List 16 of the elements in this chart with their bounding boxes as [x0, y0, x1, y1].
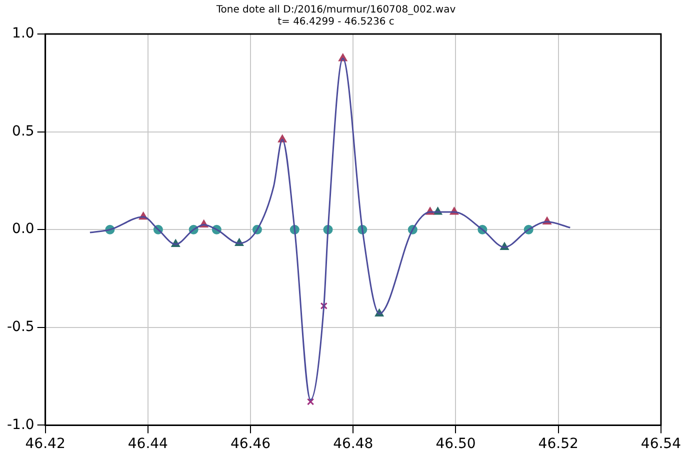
y-tick-label: -1.0 [6, 416, 34, 433]
x-tick-label: 46.46 [230, 436, 271, 452]
y-tick-label: -0.5 [6, 319, 34, 336]
y-tick-label: 0.0 [12, 221, 34, 238]
point [306, 398, 314, 406]
point [320, 302, 328, 310]
y-tick-label: 1.0 [12, 26, 34, 42]
chart-title: Tone dote all D:/2016/murmur/160708_002.wav [215, 4, 456, 16]
x-tick-label: 46.52 [538, 436, 578, 452]
x-tick-label: 46.50 [436, 436, 476, 452]
x-tick-label: 46.54 [640, 436, 682, 452]
y-tick-label: 0.5 [12, 123, 34, 140]
x-tick-label: 46.48 [333, 436, 374, 452]
x-tick-label: 46.44 [128, 436, 168, 452]
x-tick-label: 46.42 [25, 436, 66, 452]
chart-subtitle: t= 46.4299 - 46.5236 c [278, 16, 394, 28]
